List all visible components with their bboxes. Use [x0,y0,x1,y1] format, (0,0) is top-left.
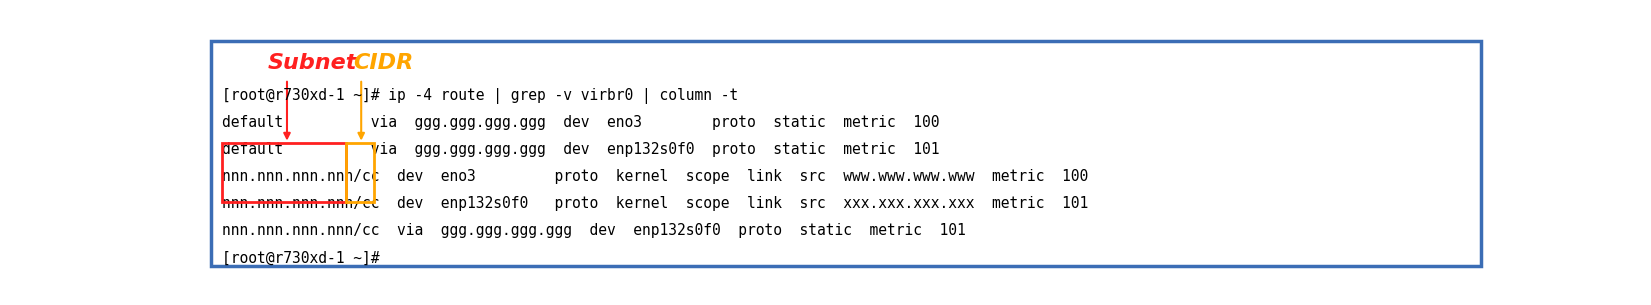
FancyBboxPatch shape [211,41,1481,266]
Text: default          via  ggg.ggg.ggg.ggg  dev  enp132s0f0  proto  static  metric  1: default via ggg.ggg.ggg.ggg dev enp132s0… [221,142,939,157]
Bar [221,143,345,202]
Text: Subnet: Subnet [267,53,357,73]
Text: [root@r730xd-1 ~]#: [root@r730xd-1 ~]# [221,250,380,265]
Text: [root@r730xd-1 ~]# ip -4 route | grep -v virbr0 | column -t: [root@r730xd-1 ~]# ip -4 route | grep -v… [221,88,738,104]
Bar [345,143,375,202]
Text: nnn.nnn.nnn.nnn/cc  dev  enp132s0f0   proto  kernel  scope  link  src  xxx.xxx.x: nnn.nnn.nnn.nnn/cc dev enp132s0f0 proto … [221,196,1088,211]
Text: nnn.nnn.nnn.nnn/cc  via  ggg.ggg.ggg.ggg  dev  enp132s0f0  proto  static  metric: nnn.nnn.nnn.nnn/cc via ggg.ggg.ggg.ggg d… [221,223,966,238]
Text: default          via  ggg.ggg.ggg.ggg  dev  eno3        proto  static  metric  1: default via ggg.ggg.ggg.ggg dev eno3 pro… [221,115,939,130]
Text: nnn.nnn.nnn.nnn/cc  dev  eno3         proto  kernel  scope  link  src  www.www.w: nnn.nnn.nnn.nnn/cc dev eno3 proto kernel… [221,169,1088,184]
Text: CIDR: CIDR [353,53,414,73]
